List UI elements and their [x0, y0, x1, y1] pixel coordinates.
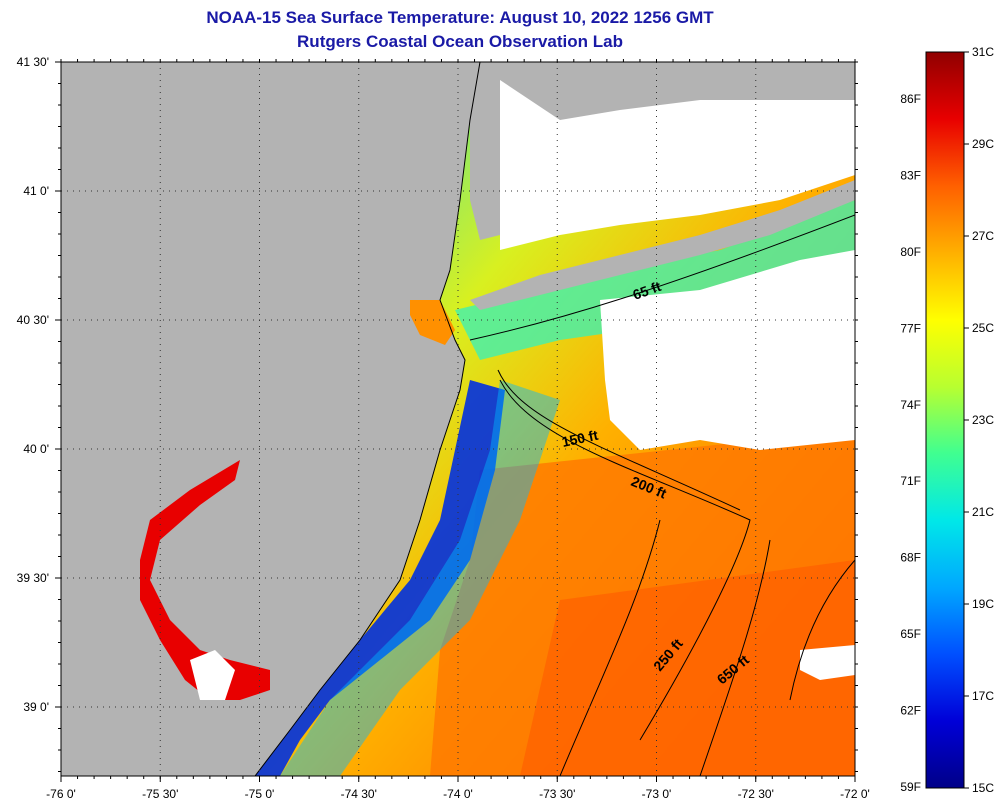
colorbar-fahrenheit-label: 68F	[900, 551, 921, 565]
contour-650ft	[699, 539, 771, 776]
colorbar-celsius-label: 31C	[972, 45, 994, 59]
colorbar-celsius-label: 29C	[972, 137, 994, 151]
colorbar-celsius-label: 19C	[972, 597, 994, 611]
latitude-label: 41 30'	[17, 55, 49, 69]
colorbar-celsius-label: 17C	[972, 689, 994, 703]
colorbar-fahrenheit-label: 83F	[900, 168, 921, 182]
cloud-patch-southeast	[800, 645, 855, 680]
longitude-label: -74 30'	[341, 787, 377, 801]
longitude-label: -73 30'	[539, 787, 575, 801]
warmest-offshore-water	[520, 560, 855, 776]
latitude-label: 40 30'	[17, 313, 49, 327]
latitude-label: 40 0'	[23, 442, 49, 456]
longitude-labels: -76 0' -75 30' -75 0' -74 30' -74 0' -73 30' -…	[46, 787, 870, 801]
delaware-bay-water	[140, 460, 270, 700]
colorbar-celsius-labels: 31C 29C 27C 25C 23C 21C 19C 17C 15C	[964, 45, 994, 795]
colorbar-fahrenheit-label: 62F	[900, 704, 921, 718]
colorbar-celsius-label: 23C	[972, 413, 994, 427]
cool-transition-band	[280, 380, 560, 776]
longitude-label: -75 0'	[245, 787, 275, 801]
depth-contour-label: 150 ft	[560, 427, 599, 450]
land-mass	[61, 62, 480, 776]
colorbar-fahrenheit-label: 77F	[900, 321, 921, 335]
latitude-label: 39 0'	[23, 700, 49, 714]
colorbar-fahrenheit-label: 59F	[900, 780, 921, 794]
colorbar-fahrenheit-label: 80F	[900, 245, 921, 259]
colorbar-celsius-label: 15C	[972, 781, 994, 795]
map-plot-area	[61, 62, 855, 776]
colorbar-celsius-label: 21C	[972, 505, 994, 519]
contour-200ft	[499, 379, 751, 741]
latitude-label: 41 0'	[23, 184, 49, 198]
cloud-cover-east	[600, 250, 855, 450]
map-subtitle: Rutgers Coastal Ocean Observation Lab	[297, 32, 623, 51]
axis-ticks	[55, 59, 858, 782]
graticule	[61, 62, 855, 776]
map-title: NOAA-15 Sea Surface Temperature: August …	[206, 8, 714, 27]
cloud-cover-north	[500, 80, 855, 250]
colorbar-fahrenheit-label: 65F	[900, 627, 921, 641]
coastline	[254, 62, 481, 776]
cloud-patch-cape-may	[190, 650, 235, 700]
contour-shelf-edge	[789, 559, 855, 701]
longitude-label: -76 0'	[46, 787, 76, 801]
contour-250ft	[559, 519, 661, 776]
colorbar	[925, 51, 965, 789]
bathymetry-contours	[469, 214, 855, 776]
longitude-label: -72 0'	[840, 787, 870, 801]
contour-65ft	[469, 214, 855, 341]
longitude-label: -74 0'	[443, 787, 473, 801]
colorbar-celsius-label: 25C	[972, 321, 994, 335]
latitude-labels: 41 30' 41 0' 40 30' 40 0' 39 30' 39 0'	[17, 55, 49, 714]
latitude-label: 39 30'	[17, 571, 49, 585]
long-island	[470, 180, 855, 310]
colorbar-fahrenheit-label: 71F	[900, 474, 921, 488]
ny-bight-shelf-water	[455, 200, 855, 360]
longitude-label: -72 30'	[738, 787, 774, 801]
colorbar-fahrenheit-label: 74F	[900, 398, 921, 412]
colorbar-fahrenheit-label: 86F	[900, 92, 921, 106]
longitude-label: -75 30'	[142, 787, 178, 801]
longitude-label: -73 0'	[642, 787, 672, 801]
colorbar-celsius-label: 27C	[972, 229, 994, 243]
colorbar-fahrenheit-labels: 86F 83F 80F 77F 74F 71F 68F 65F 62F 59F	[900, 92, 921, 794]
contour-150ft	[497, 369, 741, 511]
